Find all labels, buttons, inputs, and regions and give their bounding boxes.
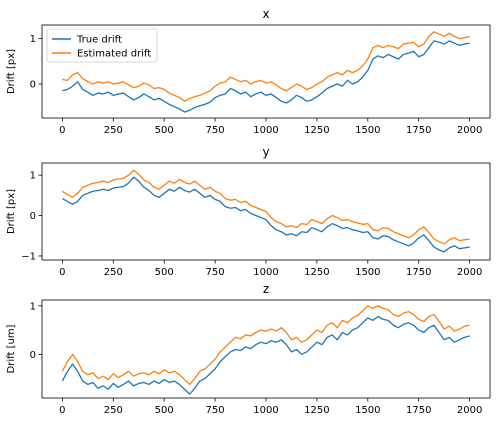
- x-tick-label: 1000: [253, 405, 278, 416]
- panel-title: y: [262, 145, 269, 159]
- x-tick-label: 0: [59, 267, 65, 278]
- panel-z: z Drift [um] 0 250 500 750 1000 1250 1500 1750 200…: [6, 282, 491, 416]
- x-tick-label: 500: [155, 405, 174, 416]
- x-tick-label: 1750: [406, 125, 431, 136]
- y-axis-label: Drift [px]: [6, 49, 17, 94]
- x-tick-label: 750: [206, 267, 225, 278]
- y-tick-label: 1: [30, 34, 36, 45]
- panel-title: z: [263, 282, 269, 296]
- x-tick-label: 1750: [406, 267, 431, 278]
- panel-x: x Drift [px] 0 250 500 750 1000 1250 1500 1750 200…: [6, 7, 491, 136]
- x-tick-label: 1500: [355, 267, 380, 278]
- legend: True drift Estimated drift: [46, 28, 158, 63]
- x-tick-label: 0: [59, 405, 65, 416]
- x-tick-label: 750: [206, 125, 225, 136]
- series-line-estimated-drift: [61, 305, 470, 386]
- x-tick-label: 1500: [355, 405, 380, 416]
- x-tick-label: 1500: [355, 125, 380, 136]
- x-tick-label: 1000: [253, 125, 278, 136]
- x-tick-label: 500: [155, 267, 174, 278]
- x-tick-label: 2000: [457, 267, 482, 278]
- y-axis-label: Drift [um]: [6, 324, 17, 373]
- y-tick-label: 0: [30, 79, 36, 90]
- legend-box: [46, 28, 158, 63]
- x-tick-label: 1250: [304, 267, 329, 278]
- legend-label: Estimated drift: [77, 49, 151, 60]
- x-tick-label: 2000: [457, 405, 482, 416]
- y-tick-label: −1: [21, 251, 36, 262]
- series-line-true-drift: [62, 40, 470, 113]
- panel-title: x: [262, 7, 269, 21]
- x-tick-label: 0: [59, 125, 65, 136]
- x-tick-label: 750: [206, 405, 225, 416]
- y-tick-label: 0: [30, 211, 36, 222]
- series-line-true-drift: [62, 176, 470, 253]
- y-tick-label: 1: [30, 171, 36, 182]
- y-tick-label: 1: [30, 301, 36, 312]
- series-line-estimated-drift: [62, 31, 470, 102]
- x-tick-label: 250: [104, 405, 123, 416]
- x-tick-label: 2000: [457, 125, 482, 136]
- x-tick-label: 1000: [253, 267, 278, 278]
- series-line-estimated-drift: [62, 169, 470, 245]
- x-tick-label: 250: [104, 125, 123, 136]
- series-line-true-drift: [61, 315, 470, 395]
- x-tick-label: 1750: [406, 405, 431, 416]
- panel-y: y Drift [px] 0 250 500 750 1000 1250 1500 1750 200…: [6, 145, 491, 278]
- y-tick-label: 0: [30, 350, 36, 361]
- x-tick-label: 1250: [304, 405, 329, 416]
- x-tick-label: 500: [155, 125, 174, 136]
- x-tick-label: 250: [104, 267, 123, 278]
- y-axis-label: Drift [px]: [6, 189, 17, 234]
- x-tick-label: 1250: [304, 125, 329, 136]
- legend-label: True drift: [76, 35, 122, 46]
- plot-frame: [41, 299, 491, 399]
